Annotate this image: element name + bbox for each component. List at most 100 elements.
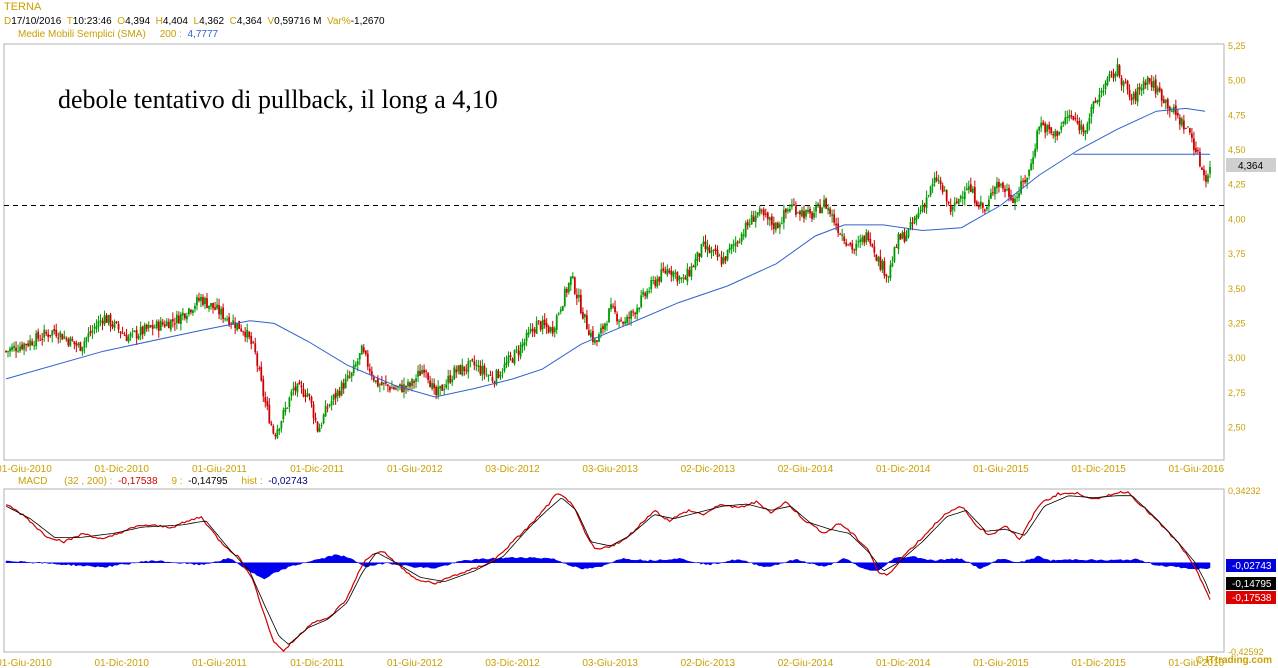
candle-body — [714, 248, 717, 251]
candle-body — [519, 345, 522, 357]
var-key: Var% — [326, 16, 351, 27]
candle-body — [254, 343, 257, 353]
candle-body — [256, 353, 259, 366]
candle-body — [515, 349, 518, 351]
candle-body — [212, 302, 214, 309]
candle-body — [167, 321, 170, 329]
candle-body — [67, 338, 70, 346]
candle-body — [51, 330, 54, 336]
candle-body — [258, 367, 261, 369]
candle-body — [975, 201, 978, 206]
candle-body — [1122, 81, 1125, 87]
candle-body — [616, 313, 618, 322]
candle-body — [927, 195, 930, 197]
candle-body — [678, 276, 681, 280]
candle-body — [451, 379, 454, 383]
candle-body — [370, 371, 373, 377]
candle-body — [559, 309, 562, 312]
candle-body — [1090, 106, 1093, 117]
candle-body — [109, 314, 112, 327]
candle-body — [660, 269, 663, 282]
macd-x-tick-label: 01-Giu-2011 — [192, 658, 247, 668]
candle-body — [29, 340, 32, 347]
candle-body — [680, 277, 683, 279]
candle-body — [626, 316, 628, 323]
candle-body — [636, 308, 639, 315]
candle-body — [983, 209, 986, 212]
candle-body — [405, 385, 407, 388]
candle-body — [638, 307, 641, 310]
candle-body — [374, 380, 377, 383]
candle-body — [304, 395, 307, 397]
candle-body — [248, 331, 251, 338]
candle-body — [573, 277, 576, 294]
candle-body — [575, 294, 578, 299]
candle-body — [469, 360, 472, 362]
price-y-tick-label: 2,75 — [1228, 388, 1246, 398]
candle-body — [139, 326, 142, 336]
candle-body — [1142, 80, 1145, 90]
candle-body — [921, 205, 924, 212]
candle-body — [407, 381, 409, 387]
candle-body — [541, 319, 544, 330]
candle-body — [431, 382, 434, 390]
candle-body — [358, 353, 361, 360]
candle-body — [634, 312, 637, 315]
candle-body — [768, 217, 771, 221]
candle-body — [1036, 130, 1039, 150]
candle-body — [119, 331, 122, 334]
candle-body — [889, 265, 892, 279]
candle-body — [1112, 73, 1115, 79]
candle-body — [206, 298, 208, 308]
price-x-tick-label: 01-Giu-2016 — [1169, 464, 1225, 475]
candle-body — [869, 238, 872, 244]
candle-body — [421, 370, 423, 374]
candle-body — [183, 313, 186, 319]
candle-body — [302, 388, 305, 397]
candle-body — [827, 208, 829, 211]
candle-body — [99, 320, 102, 322]
macd-x-tick-label: 01-Giu-2012 — [387, 658, 443, 668]
candle-body — [525, 332, 528, 342]
candle-body — [686, 268, 689, 282]
candle-body — [433, 383, 436, 389]
candle-body — [200, 297, 202, 301]
macd-x-tick-label: 03-Dic-2012 — [485, 658, 540, 668]
candle-body — [555, 315, 558, 330]
macd-x-tick-label: 01-Dic-2010 — [94, 658, 149, 668]
candle-body — [776, 222, 779, 229]
candle-body — [453, 367, 456, 380]
candle-body — [750, 214, 753, 225]
candle-body — [232, 320, 235, 325]
candle-body — [1064, 117, 1067, 124]
candle-body — [1124, 82, 1127, 84]
candle-body — [511, 358, 514, 363]
candle-body — [1106, 78, 1109, 85]
candle-body — [274, 434, 277, 437]
candle-body — [766, 212, 769, 220]
candle-body — [1016, 196, 1018, 198]
candle-body — [770, 216, 773, 225]
volume-value: 0,59716 M — [274, 16, 322, 27]
candle-body — [774, 222, 777, 230]
price-y-tick-label: 4,00 — [1228, 214, 1246, 224]
candle-body — [646, 290, 649, 298]
candle-body — [457, 365, 460, 372]
close-key: C — [229, 16, 237, 27]
candle-body — [328, 404, 331, 407]
candle-body — [579, 294, 582, 314]
candle-body — [17, 351, 19, 353]
candle-body — [41, 338, 44, 340]
candle-body — [602, 325, 604, 330]
candle-body — [815, 205, 817, 212]
candle-body — [499, 374, 502, 377]
candle-body — [236, 322, 239, 331]
candle-body — [821, 207, 823, 214]
candle-body — [690, 266, 693, 277]
macd-params: (32 , 200) : — [64, 476, 113, 487]
candle-body — [324, 405, 327, 417]
candle-body — [1046, 125, 1049, 132]
candle-body — [308, 394, 311, 396]
candle-body — [732, 244, 735, 246]
candle-body — [764, 213, 767, 215]
